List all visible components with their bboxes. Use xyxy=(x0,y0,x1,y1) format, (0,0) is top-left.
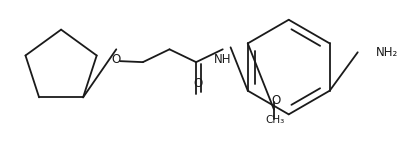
Text: O: O xyxy=(271,94,281,107)
Text: O: O xyxy=(193,77,203,90)
Text: CH₃: CH₃ xyxy=(265,115,285,125)
Text: O: O xyxy=(111,53,121,66)
Text: NH: NH xyxy=(214,53,231,66)
Text: NH₂: NH₂ xyxy=(375,46,398,59)
